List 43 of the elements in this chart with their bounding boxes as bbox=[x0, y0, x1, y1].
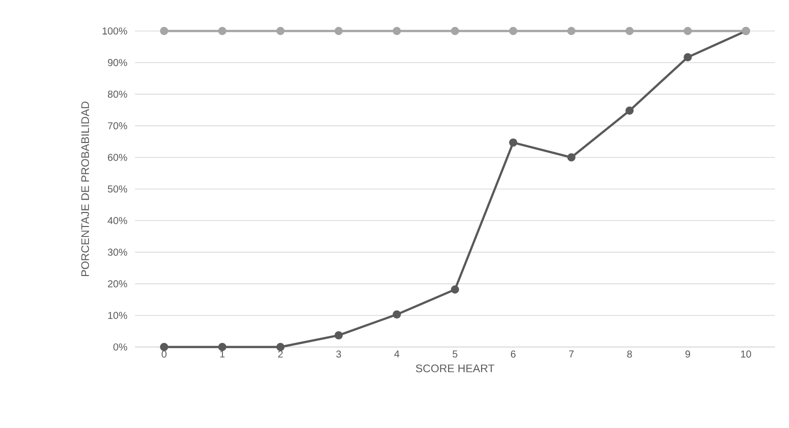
point bbox=[276, 342, 285, 352]
y-tick-label: 40% bbox=[108, 217, 128, 224]
y-tick-label: 90% bbox=[108, 59, 128, 66]
point bbox=[334, 26, 343, 36]
x-tick-label: 6 bbox=[510, 350, 516, 358]
point bbox=[509, 138, 518, 147]
point bbox=[450, 285, 460, 294]
point bbox=[218, 342, 226, 352]
y-tick-label: 50% bbox=[108, 185, 128, 193]
point bbox=[567, 153, 576, 162]
x-tick-label: 0 bbox=[162, 350, 166, 358]
x-tick-label: 9 bbox=[685, 350, 690, 358]
x-tick-label: 8 bbox=[627, 350, 632, 358]
x-tick-label: 2 bbox=[278, 350, 283, 358]
point bbox=[625, 106, 634, 115]
x-axis-title: SCORE HEART bbox=[416, 364, 494, 372]
x-tick-label: 3 bbox=[336, 350, 341, 358]
point bbox=[160, 26, 168, 36]
point bbox=[218, 26, 226, 36]
y-tick-label: 30% bbox=[108, 248, 128, 256]
point bbox=[276, 26, 285, 36]
point bbox=[567, 26, 576, 36]
y-tick-label: 0% bbox=[113, 343, 128, 351]
point bbox=[450, 26, 460, 36]
y-axis-title: PORCENTAJE DE PROBABILIDAD bbox=[81, 102, 90, 276]
y-tick-label: 20% bbox=[108, 280, 128, 288]
point bbox=[625, 26, 634, 36]
y-tick-label: 70% bbox=[108, 122, 128, 130]
point bbox=[392, 26, 401, 36]
y-tick-label: 60% bbox=[108, 154, 128, 161]
x-tick-label: 7 bbox=[569, 350, 574, 358]
x-tick-label: 10 bbox=[741, 350, 752, 358]
point bbox=[509, 26, 518, 36]
y-tick-label: 10% bbox=[108, 312, 128, 319]
point bbox=[160, 342, 168, 352]
x-tick-label: 4 bbox=[394, 350, 400, 358]
point bbox=[334, 331, 343, 340]
y-tick-label: 100% bbox=[102, 27, 128, 35]
point bbox=[684, 53, 692, 62]
point bbox=[684, 26, 692, 36]
x-tick-label: 5 bbox=[452, 350, 458, 358]
y-tick-label: 80% bbox=[108, 90, 128, 98]
point bbox=[392, 310, 401, 319]
